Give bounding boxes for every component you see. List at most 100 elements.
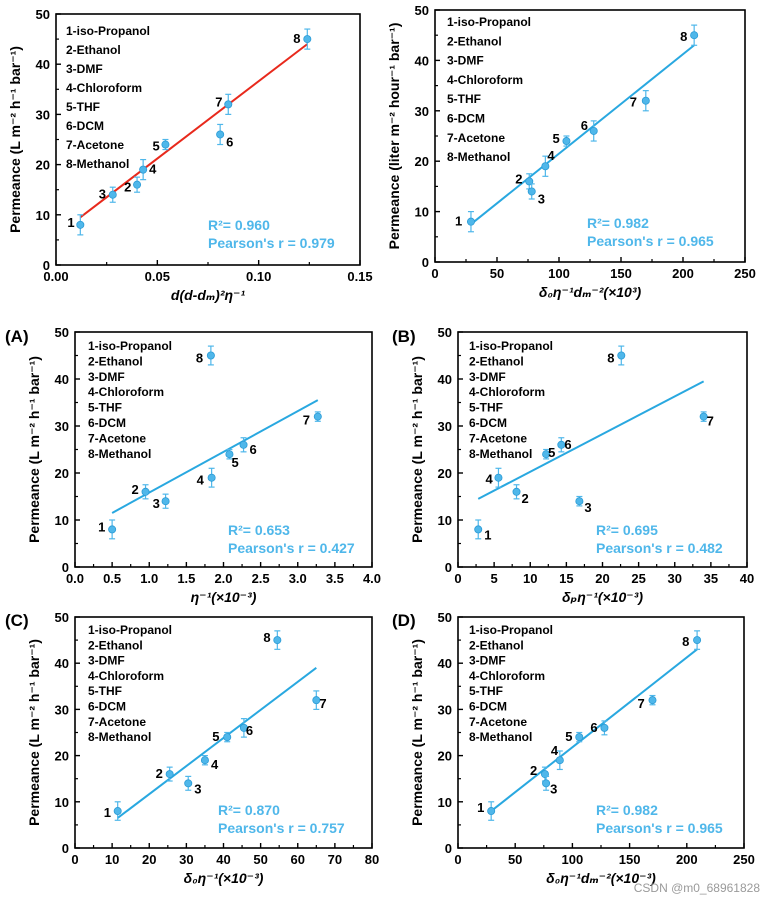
fit-line: [117, 667, 317, 819]
y-tick-label: 0: [62, 560, 69, 575]
point-label: 5: [548, 445, 555, 460]
legend-entry: 8-Methanol: [447, 150, 510, 164]
y-tick-label: 20: [415, 154, 429, 169]
x-tick-label: 25: [631, 571, 645, 586]
data-point: [542, 450, 551, 459]
point-label: 7: [319, 696, 326, 711]
legend-entry: 1-iso-Propanol: [469, 339, 553, 353]
data-point: [575, 733, 584, 742]
fit-line: [477, 380, 705, 500]
data-point: [303, 35, 312, 44]
x-tick-label: 1.5: [177, 571, 195, 586]
legend-entry: 1-iso-Propanol: [88, 623, 172, 637]
legend-entry: 6-DCM: [88, 416, 126, 430]
x-tick-label: 40: [740, 571, 754, 586]
fit-line: [490, 648, 698, 812]
data-point: [184, 779, 193, 788]
data-point: [273, 636, 282, 645]
legend-entry: 3-DMF: [88, 654, 125, 668]
fit-line: [470, 44, 695, 225]
r-squared-label: R²= 0.653: [228, 522, 290, 538]
x-tick-label: 2.0: [214, 571, 232, 586]
r-squared-label: R²= 0.982: [596, 802, 658, 818]
chart-panel-C: 0 10 20 30 40 50 60 70 80 0 10 20 30 40 50 δ₀η⁻¹(×10⁻³)…: [5, 610, 379, 886]
data-point: [108, 190, 117, 199]
y-tick-label: 0: [43, 258, 50, 273]
data-point: [541, 162, 550, 171]
legend-entry: 3-DMF: [88, 370, 125, 384]
data-point: [562, 137, 571, 146]
r-squared-label: R²= 0.960: [208, 217, 270, 233]
legend-entry: 4-Chloroform: [66, 81, 142, 95]
x-tick-label: 200: [672, 266, 694, 281]
r-squared-label: R²= 0.870: [218, 802, 280, 818]
chart-panel-A: 0.0 0.5 1.0 1.5 2.0 2.5 3.0 3.5 4.0 0 10 20 30 40 50 η⁻…: [5, 325, 381, 605]
point-label: 6: [581, 118, 588, 133]
point-label: 8: [196, 351, 203, 366]
legend-entry: 6-DCM: [66, 119, 104, 133]
x-tick-label: 30: [668, 571, 682, 586]
y-axis-title: Permeance (L m⁻² h⁻¹ bar⁻¹): [409, 356, 425, 543]
chart-panel-D: 0 50 100 150 200 250 0 10 20 30 40 50 δ₀η⁻¹dₘ⁻²(×10⁻…: [392, 610, 755, 886]
chart-panel-B: 0 5 10 15 20 25 30 35 4001020304050δₚη⁻¹(×10⁻³)P…: [392, 325, 754, 605]
data-point: [466, 217, 475, 226]
legend-entry: 4-Chloroform: [447, 73, 523, 87]
point-label: 8: [607, 351, 614, 366]
point-label: 5: [212, 729, 219, 744]
point-label: 5: [152, 139, 159, 154]
x-tick-label: 30: [179, 852, 193, 867]
data-point: [224, 100, 233, 109]
legend-entry: 7-Acetone: [469, 431, 527, 445]
point-label: 7: [637, 696, 644, 711]
legend-entry: 8-Methanol: [88, 730, 151, 744]
y-tick-label: 0: [62, 841, 69, 856]
x-axis-title: δ₀η⁻¹dₘ⁻²(×10⁻³): [546, 870, 656, 886]
legend-entry: 5-THF: [469, 401, 503, 415]
y-tick-label: 50: [415, 3, 429, 18]
point-label: 4: [211, 757, 219, 772]
point-label: 1: [477, 800, 484, 815]
legend-entry: 1-iso-Propanol: [88, 339, 172, 353]
point-label: 7: [303, 413, 310, 428]
data-point: [225, 450, 234, 459]
legend-entry: 5-THF: [469, 684, 503, 698]
legend-entry: 6-DCM: [469, 416, 507, 430]
data-point: [474, 525, 483, 534]
legend-entry: 7-Acetone: [469, 715, 527, 729]
x-tick-label: 5: [491, 571, 498, 586]
chart-top-left: 0.00 0.05 0.10 0.15 0 10 20 30 40 50 d(d-dₘ)²η⁻¹ Pe…: [7, 7, 373, 303]
data-point: [113, 807, 122, 816]
pearson-label: Pearson's r = 0.965: [596, 820, 723, 836]
x-tick-label: 10: [105, 852, 119, 867]
x-tick-label: 10: [523, 571, 537, 586]
point-label: 6: [226, 134, 233, 149]
data-point: [512, 487, 521, 496]
y-tick-label: 40: [415, 53, 429, 68]
legend-entry: 1-iso-Propanol: [447, 15, 531, 29]
data-point: [200, 756, 209, 765]
point-label: 4: [149, 162, 157, 177]
data-point: [133, 180, 142, 189]
panel-letter: (C): [5, 611, 29, 630]
x-tick-label: 0: [431, 266, 438, 281]
y-tick-label: 20: [438, 466, 452, 481]
x-axis-title: d(d-dₘ)²η⁻¹: [171, 287, 246, 303]
x-tick-label: 40: [216, 852, 230, 867]
point-label: 2: [515, 171, 522, 186]
y-axis-title: Permeance (L m⁻² h⁻¹ bar⁻¹): [26, 639, 42, 826]
y-axis-title: Permeance (L m⁻² h⁻¹ bar⁻¹): [26, 356, 42, 543]
legend-entry: 8-Methanol: [88, 447, 151, 461]
point-label: 6: [564, 437, 571, 452]
legend-entry: 5-THF: [88, 684, 122, 698]
point-label: 2: [522, 491, 529, 506]
y-axis-title: Permeance (liter m⁻² hour⁻¹ bar⁻¹): [386, 23, 402, 250]
point-label: 3: [550, 781, 557, 796]
x-tick-label: 3.0: [289, 571, 307, 586]
point-label: 6: [590, 720, 597, 735]
data-point: [525, 177, 534, 186]
y-tick-label: 50: [55, 325, 69, 340]
x-tick-label: 150: [610, 266, 632, 281]
x-tick-label: 250: [734, 266, 756, 281]
x-tick-label: 60: [291, 852, 305, 867]
